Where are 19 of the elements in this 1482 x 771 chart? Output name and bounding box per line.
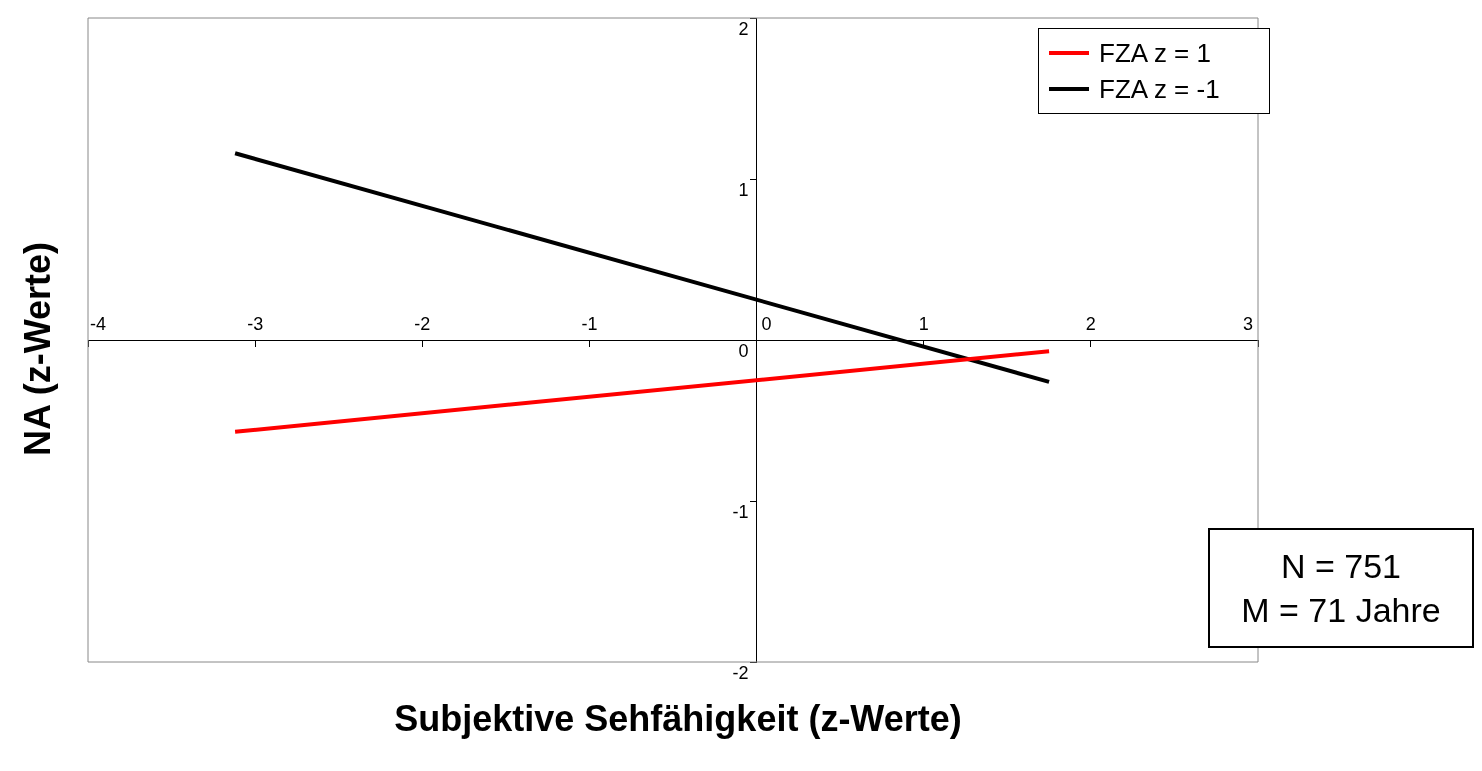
- x-tick-label: 0: [761, 313, 772, 334]
- y-tick-label: -1: [732, 501, 749, 522]
- legend-label: FZA z = -1: [1099, 73, 1220, 106]
- legend-label: FZA z = 1: [1099, 37, 1211, 70]
- x-tick-label: -1: [581, 313, 598, 334]
- text: N = 751: [1280, 546, 1402, 587]
- y-tick-label: 1: [738, 179, 749, 200]
- x-tick-label: -2: [414, 313, 431, 334]
- y-axis-title: NA (z-Werte): [17, 241, 59, 458]
- y-tick-label: 0: [738, 340, 749, 361]
- y-tick-label: -2: [732, 662, 749, 683]
- x-axis-title: Subjektive Sehfähigkeit (z-Werte): [393, 698, 963, 740]
- x-tick-label: 3: [1242, 313, 1254, 334]
- x-tick-label: 1: [918, 313, 929, 334]
- x-tick-label: 2: [1085, 313, 1096, 334]
- y-tick-label: 2: [738, 18, 749, 39]
- x-tick-label: -3: [247, 313, 264, 334]
- x-tick-label: -4: [89, 313, 107, 334]
- annotation: M = 71 Jahre: [1240, 590, 1442, 632]
